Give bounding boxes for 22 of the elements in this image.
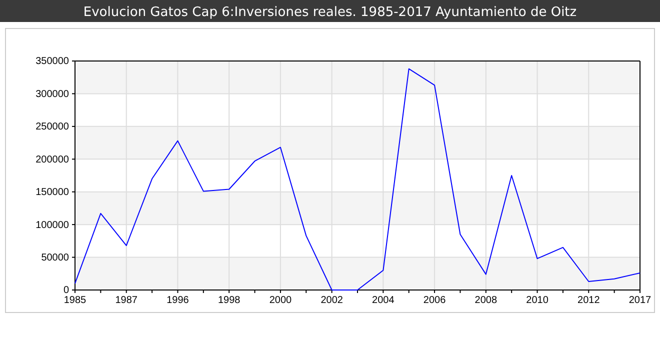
y-tick-label: 0	[63, 285, 70, 296]
x-tick-label: 2010	[526, 295, 549, 306]
y-tick-label: 200000	[36, 154, 70, 166]
x-tick-label: 2004	[372, 295, 395, 306]
line-series	[74, 68, 640, 290]
y-tick-label: 150000	[36, 187, 70, 198]
x-tick-label: 2017	[628, 295, 652, 306]
x-tick-label: 1987	[115, 295, 138, 306]
y-tick-label: 100000	[36, 220, 70, 231]
x-tick-label: 2008	[474, 295, 498, 306]
y-tick-label: 300000	[36, 88, 70, 100]
x-tick-label: 2012	[578, 295, 600, 306]
y-tick-label: 250000	[36, 122, 70, 133]
chart-title: Evolucion Gatos Cap 6:Inversiones reales. 1985-2017 Ayuntamiento de Oitz	[83, 5, 577, 20]
x-tick-label: 1998	[218, 295, 241, 306]
y-tick-label: 50000	[41, 252, 70, 264]
x-tick-label: 2000	[269, 295, 292, 306]
y-tick-label: 350000	[36, 56, 70, 68]
x-tick-label: 1996	[166, 295, 190, 306]
x-tick-label: 2006	[423, 295, 446, 306]
x-tick-label: 1985	[64, 295, 87, 306]
x-tick-label: 2002	[320, 295, 344, 306]
